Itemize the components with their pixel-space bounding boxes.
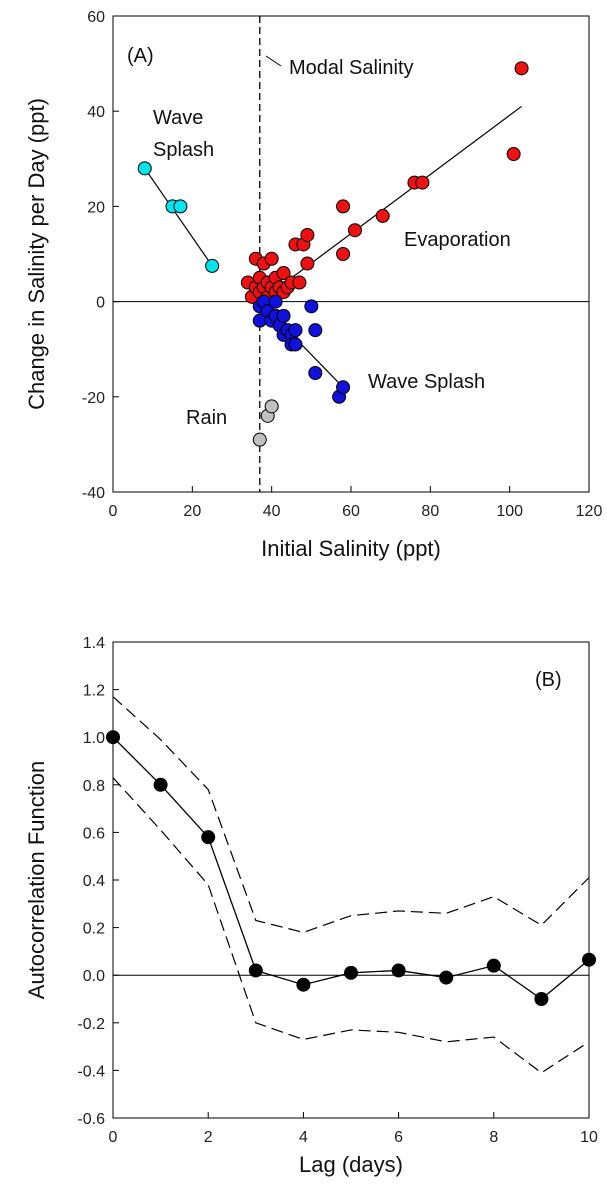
lower-confidence-band — [112, 777, 590, 1074]
annotation-wave-splash-top-1: Wave — [153, 107, 203, 129]
x-tick-label: 40 — [263, 503, 281, 520]
data-point — [304, 299, 319, 314]
y-tick-label: 0.2 — [83, 921, 105, 938]
x-tick-label: 80 — [421, 503, 439, 520]
y-tick-label: 0.0 — [83, 968, 105, 985]
annotation-evaporation: Evaporation — [404, 229, 511, 251]
panel-a-y-axis-title: Change in Salinity per Day (ppt) — [24, 98, 49, 410]
panel-b-acf: 0 2 4 6 8 10 -0.6 -0.4 -0.2 0.0 0.2 0.4 0.6 0.8 1.0 1.2… — [24, 635, 598, 1177]
panel-b-x-axis-title: Lag (days) — [299, 1152, 403, 1177]
data-point — [288, 337, 303, 352]
data-point — [300, 256, 315, 271]
fit-line — [144, 167, 213, 267]
annotation-wave-splash-top-2: Splash — [153, 139, 214, 161]
panel-a-scatter: 0 20 40 60 80 100 120 -40 -20 0 20 40 60 (A) Modal S… — [24, 9, 602, 561]
y-tick-label: -20 — [82, 390, 105, 407]
y-tick-label: 0 — [96, 295, 105, 312]
panel-b-label: (B) — [535, 669, 562, 691]
acf-point — [296, 977, 311, 992]
acf-point — [439, 970, 454, 985]
y-tick-label: 40 — [87, 104, 105, 121]
fit-line — [259, 105, 522, 303]
y-tick-label: -40 — [82, 485, 105, 502]
x-tick-label: 0 — [109, 503, 118, 520]
upper-confidence-band — [112, 696, 590, 933]
acf-point — [248, 963, 263, 978]
panel-b-ticks: 0 2 4 6 8 10 -0.6 -0.4 -0.2 0.0 0.2 0.4 0.6 0.8 1.0 1.2… — [77, 635, 598, 1146]
data-point — [336, 199, 351, 214]
acf-point — [106, 730, 120, 745]
x-tick-label: 120 — [576, 503, 603, 520]
x-tick-label: 10 — [580, 1129, 598, 1146]
data-point — [415, 175, 430, 190]
x-tick-label: 4 — [299, 1129, 308, 1146]
data-point — [514, 61, 529, 76]
data-point — [336, 247, 351, 261]
panel-a-label: (A) — [127, 45, 154, 67]
x-tick-label: 60 — [342, 503, 360, 520]
annotation-rain: Rain — [186, 407, 227, 429]
acf-point — [201, 830, 216, 845]
modal-salinity-pointer — [265, 55, 282, 67]
y-tick-label: 1.4 — [83, 635, 105, 652]
acf-point — [391, 963, 406, 978]
acf-point — [486, 958, 501, 973]
y-tick-label: -0.4 — [77, 1063, 105, 1080]
x-tick-label: 100 — [496, 503, 523, 520]
panel-b-lines — [112, 696, 590, 1074]
data-point — [506, 147, 521, 162]
data-point — [205, 258, 220, 273]
acf-point — [344, 965, 358, 980]
y-tick-label: 1.0 — [83, 730, 105, 747]
data-point — [276, 266, 291, 281]
annotation-modal-salinity: Modal Salinity — [289, 57, 414, 79]
panel-a-reference-lines — [113, 16, 589, 492]
x-tick-label: 0 — [109, 1129, 118, 1146]
data-point — [264, 399, 279, 414]
data-point — [375, 208, 390, 223]
panel-a-x-axis-title: Initial Salinity (ppt) — [261, 536, 441, 561]
y-tick-label: 0.6 — [83, 825, 105, 842]
data-point — [308, 323, 323, 338]
data-point — [347, 223, 362, 238]
data-point — [268, 294, 283, 309]
data-point — [336, 380, 351, 395]
panel-b-points — [106, 730, 596, 1006]
panel-a-points — [137, 61, 529, 447]
panel-a-ticks: 0 20 40 60 80 100 120 -40 -20 0 20 40 60 — [82, 9, 603, 520]
y-tick-label: 60 — [87, 9, 105, 26]
data-point — [137, 161, 152, 176]
y-tick-label: -0.6 — [77, 1111, 105, 1128]
x-tick-label: 20 — [183, 503, 201, 520]
acf-point — [534, 992, 549, 1006]
x-tick-label: 6 — [394, 1129, 403, 1146]
data-point — [252, 432, 267, 447]
data-point — [308, 366, 323, 380]
acf-line — [112, 736, 590, 1000]
data-point — [173, 199, 188, 214]
panel-b-plot-frame — [112, 641, 590, 1119]
data-point — [276, 308, 291, 323]
y-tick-label: 20 — [87, 199, 105, 216]
y-tick-label: -0.2 — [77, 1016, 105, 1033]
y-tick-label: 0.4 — [83, 873, 105, 890]
y-tick-label: 1.2 — [83, 683, 105, 700]
y-tick-label: 0.8 — [83, 778, 105, 795]
data-point — [292, 275, 307, 290]
data-point — [264, 251, 279, 266]
x-tick-label: 2 — [204, 1129, 213, 1146]
panel-b-y-axis-title: Autocorrelation Function — [24, 761, 49, 999]
annotation-wave-splash-bottom: Wave Splash — [368, 371, 485, 393]
panel-a-plot-frame — [112, 15, 590, 493]
acf-point — [582, 952, 596, 967]
data-point — [300, 227, 315, 242]
acf-point — [153, 777, 168, 792]
x-tick-label: 8 — [489, 1129, 498, 1146]
data-point — [288, 323, 303, 338]
